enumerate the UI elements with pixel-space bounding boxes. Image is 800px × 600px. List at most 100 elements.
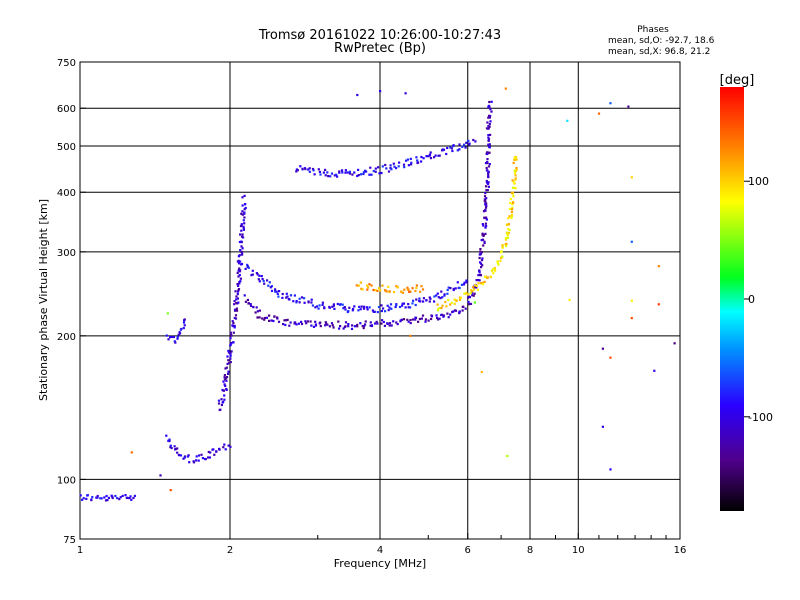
- trace-point: [465, 291, 468, 294]
- trace-point: [488, 100, 491, 104]
- trace-point: [424, 320, 427, 323]
- trace-point: [379, 289, 382, 292]
- trace-point: [274, 290, 277, 293]
- trace-point: [412, 299, 415, 302]
- trace-point: [234, 314, 238, 317]
- scatter-point: [657, 265, 660, 268]
- trace-point: [469, 292, 472, 295]
- trace-point: [414, 316, 417, 319]
- trace-point: [338, 170, 341, 173]
- chart-subtitle: RwPretec (Bp): [334, 41, 426, 56]
- trace-point: [436, 292, 439, 295]
- trace-point: [286, 318, 289, 321]
- trace-point: [377, 306, 381, 309]
- trace-point: [442, 314, 446, 317]
- trace-point: [244, 300, 247, 303]
- trace-point: [99, 497, 102, 500]
- trace-point: [480, 266, 483, 269]
- trace-point: [179, 328, 182, 331]
- trace-point: [416, 159, 419, 162]
- trace-point: [295, 170, 298, 173]
- trace-point: [304, 168, 307, 171]
- trace-point: [481, 223, 484, 226]
- trace-point: [475, 279, 478, 282]
- trace-point: [355, 284, 358, 287]
- trace-point: [481, 238, 485, 241]
- trace-point: [403, 166, 406, 169]
- trace-point: [169, 446, 172, 449]
- trace-point: [422, 157, 425, 160]
- trace-point: [396, 285, 399, 288]
- trace-point: [348, 170, 351, 173]
- trace-point: [251, 273, 254, 276]
- trace-point: [128, 497, 131, 500]
- trace-point: [486, 121, 489, 124]
- trace-point: [387, 170, 391, 173]
- trace-point: [436, 309, 440, 312]
- trace-point: [228, 352, 232, 355]
- trace-point: [384, 163, 387, 167]
- y-tick-label: 300: [57, 248, 76, 259]
- trace-point: [270, 319, 273, 322]
- trace-point: [396, 323, 399, 326]
- trace-point: [231, 324, 234, 327]
- trace-point: [177, 333, 180, 336]
- trace-point: [348, 306, 351, 309]
- trace-point: [281, 292, 284, 296]
- trace-point: [510, 216, 513, 219]
- trace-point: [468, 296, 471, 299]
- trace-point: [411, 302, 414, 305]
- trace-point: [464, 307, 467, 310]
- trace-point: [363, 324, 366, 328]
- trace-point: [509, 197, 512, 201]
- colorbar: [720, 87, 744, 511]
- trace-point: [484, 192, 487, 195]
- trace-point: [229, 357, 232, 360]
- trace-point: [227, 372, 230, 375]
- x-axis: 1 2 4 6 8 10 16: [77, 533, 686, 556]
- trace-point: [458, 310, 461, 313]
- grid-lines: [80, 62, 680, 539]
- trace-point: [246, 263, 249, 266]
- trace-point: [343, 306, 346, 309]
- trace-point: [188, 461, 191, 464]
- trace-point: [499, 259, 502, 262]
- trace-point: [238, 267, 241, 270]
- trace-point: [420, 160, 423, 163]
- trace-point: [111, 495, 114, 498]
- trace-point: [487, 127, 490, 130]
- trace-point: [407, 320, 410, 323]
- trace-point: [463, 143, 466, 146]
- trace-point: [267, 284, 270, 287]
- trace-point: [182, 321, 186, 324]
- trace-point: [487, 104, 490, 107]
- trace-point: [220, 398, 223, 401]
- trace-point: [176, 336, 179, 339]
- trace-point: [378, 287, 381, 290]
- trace-point: [486, 151, 489, 154]
- trace-point: [433, 156, 436, 159]
- scatter-point: [159, 474, 162, 477]
- trace-point: [382, 307, 385, 310]
- trace-point: [487, 185, 490, 188]
- trace-point: [487, 125, 490, 128]
- trace-point: [409, 157, 412, 160]
- trace-point: [229, 354, 232, 357]
- trace-point: [402, 163, 406, 166]
- trace-point: [420, 285, 423, 288]
- trace-point: [467, 143, 471, 146]
- trace-point: [484, 275, 487, 279]
- x-axis-label: Frequency [MHz]: [334, 557, 426, 570]
- scatter-point: [653, 369, 656, 372]
- trace-point: [380, 322, 383, 325]
- trace-point: [255, 272, 258, 275]
- trace-point: [236, 283, 239, 286]
- trace-point: [286, 295, 289, 298]
- trace-point: [380, 171, 383, 175]
- scatter-point: [506, 454, 509, 458]
- trace-point: [371, 309, 374, 312]
- trace-point: [372, 288, 375, 292]
- trace-point: [404, 306, 407, 309]
- trace-point: [487, 170, 490, 173]
- trace-point: [387, 285, 390, 288]
